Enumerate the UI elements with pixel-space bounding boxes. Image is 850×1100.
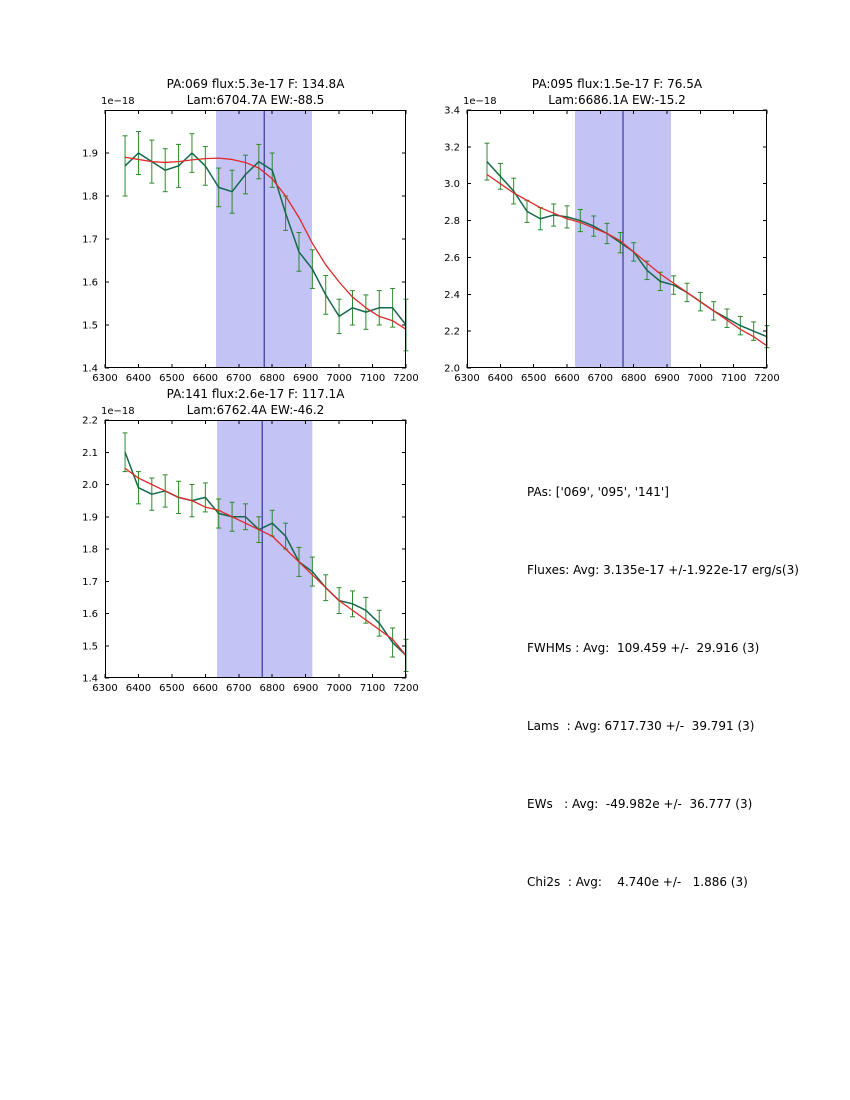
x-tick-label: 7200	[393, 373, 418, 384]
y-tick-label: 1.7	[82, 235, 98, 246]
fit-line	[486, 173, 768, 347]
data-line	[486, 161, 768, 338]
x-tick-label: 6500	[159, 373, 184, 384]
y-tick-label: 1.4	[82, 364, 98, 375]
y-tick-label: 2.0	[82, 480, 98, 491]
y-tick-label: 2.8	[444, 216, 460, 227]
chart-plot-svg: 6300 6400 6500 6600 6700 6800 6900 7000 7100 7200…	[82, 387, 419, 694]
y-tick-label: 1.9	[82, 149, 98, 160]
x-tick-label: 6500	[521, 373, 546, 384]
y-tick-label: 1.9	[82, 512, 98, 523]
x-tick-label: 6500	[159, 683, 184, 694]
x-tick-label: 6400	[488, 373, 513, 384]
axis-offset-label: 1e−18	[463, 96, 497, 107]
x-tick-label: 6400	[126, 683, 151, 694]
stats-panel: PAs: ['069', '095', '141'] Fluxes: Avg: …	[527, 427, 799, 947]
x-tick-label: 6300	[454, 373, 479, 384]
y-tick-label: 2.0	[444, 364, 460, 375]
y-tick-label: 1.7	[82, 577, 98, 588]
data-line	[124, 152, 407, 326]
x-tick-label: 6800	[259, 683, 284, 694]
stats-line-lams: Lams : Avg: 6717.730 +/- 39.791 (3)	[527, 719, 755, 733]
x-tick-label: 6600	[554, 373, 579, 384]
x-tick-label: 6600	[193, 373, 218, 384]
x-tick-label: 7100	[360, 683, 385, 694]
y-tick-label: 1.6	[82, 609, 98, 620]
x-tick-label: 7200	[393, 683, 418, 694]
axis-offset-label: 1e−18	[101, 96, 135, 107]
chart-title-line1: PA:069 flux:5.3e-17 F: 134.8A	[167, 77, 346, 91]
x-tick-label: 7200	[754, 373, 779, 384]
chart-pa095: 6300 6400 6500 6600 6700 6800 6900 7000 7100 7200…	[444, 77, 780, 384]
stats-line-ews: EWs : Avg: -49.982e +/- 36.777 (3)	[527, 797, 753, 811]
y-tick-label: 1.4	[82, 674, 98, 685]
x-tick-label: 6400	[126, 373, 151, 384]
y-tick-label: 2.6	[444, 253, 460, 264]
stats-line-pas: PAs: ['069', '095', '141']	[527, 485, 669, 499]
stats-line-chi2s: Chi2s : Avg: 4.740e +/- 1.886 (3)	[527, 875, 748, 889]
y-tick-label: 3.4	[444, 106, 460, 117]
x-tick-label: 6900	[293, 373, 318, 384]
y-tick-label: 2.2	[444, 327, 460, 338]
x-tick-label: 7000	[688, 373, 713, 384]
x-tick-label: 6900	[654, 373, 679, 384]
chart-title-line1: PA:141 flux:2.6e-17 F: 117.1A	[167, 387, 346, 401]
stats-line-fluxes: Fluxes: Avg: 3.135e-17 +/-1.922e-17 erg/…	[527, 563, 799, 577]
y-tick-label: 1.5	[82, 321, 98, 332]
chart-plot-svg: 6300 6400 6500 6600 6700 6800 6900 7000 7100 7200…	[82, 77, 419, 384]
fit-line	[124, 156, 407, 330]
x-tick-label: 7000	[326, 683, 351, 694]
y-tick-label: 1.6	[82, 278, 98, 289]
x-tick-label: 7000	[326, 373, 351, 384]
axes-frame	[467, 110, 767, 368]
chart-title-line1: PA:095 flux:1.5e-17 F: 76.5A	[532, 77, 703, 91]
chart-plot-svg: 6300 6400 6500 6600 6700 6800 6900 7000 7100 7200…	[444, 77, 780, 384]
chart-title-line2: Lam:6704.7A EW:-88.5	[187, 93, 325, 107]
y-tick-label: 1.8	[82, 545, 98, 556]
x-tick-label: 6900	[293, 683, 318, 694]
x-tick-label: 6700	[226, 373, 251, 384]
chart-pa141: 6300 6400 6500 6600 6700 6800 6900 7000 7100 7200…	[82, 387, 419, 694]
axis-offset-label: 1e−18	[101, 406, 135, 417]
fit-line	[124, 467, 407, 656]
y-tick-label: 2.1	[82, 448, 98, 459]
y-tick-label: 2.4	[444, 290, 460, 301]
x-tick-label: 6600	[193, 683, 218, 694]
x-tick-label: 6300	[92, 373, 117, 384]
x-tick-label: 6700	[226, 683, 251, 694]
y-tick-label: 2.2	[82, 416, 98, 427]
chart-title-line2: Lam:6762.4A EW:-46.2	[187, 403, 325, 417]
x-tick-label: 7100	[721, 373, 746, 384]
chart-pa069: 6300 6400 6500 6600 6700 6800 6900 7000 7100 7200…	[82, 77, 419, 384]
x-tick-label: 6800	[259, 373, 284, 384]
highlight-band	[217, 420, 313, 678]
chart-title-line2: Lam:6686.1A EW:-15.2	[548, 93, 686, 107]
y-tick-label: 3.2	[444, 142, 460, 153]
y-tick-label: 1.5	[82, 641, 98, 652]
x-tick-label: 6700	[588, 373, 613, 384]
x-tick-label: 7100	[360, 373, 385, 384]
stats-line-fwhms: FWHMs : Avg: 109.459 +/- 29.916 (3)	[527, 641, 760, 655]
x-tick-label: 6300	[92, 683, 117, 694]
y-tick-label: 1.8	[82, 192, 98, 203]
y-tick-label: 3.0	[444, 179, 460, 190]
x-tick-label: 6800	[621, 373, 646, 384]
